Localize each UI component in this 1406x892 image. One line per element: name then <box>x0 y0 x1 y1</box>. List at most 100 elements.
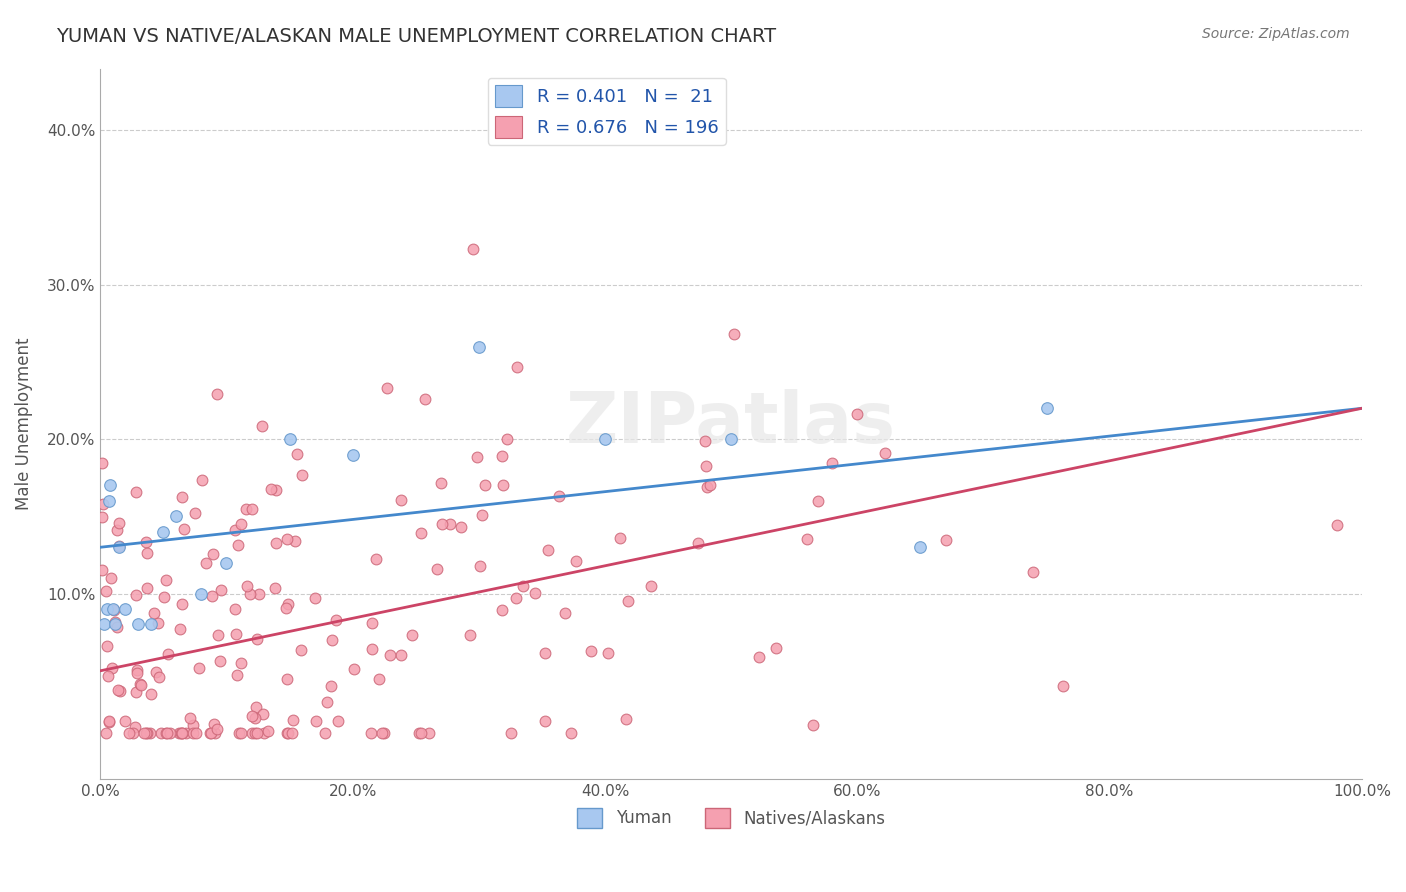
Point <box>215 556 238 570</box>
Point <box>471 508 494 522</box>
Point <box>253 725 276 739</box>
Point <box>389 648 412 662</box>
Point <box>360 725 382 739</box>
Point <box>97 714 120 729</box>
Point <box>305 714 328 728</box>
Point <box>226 538 249 552</box>
Point <box>201 589 224 603</box>
Point <box>501 725 523 739</box>
Point <box>560 725 582 739</box>
Point <box>108 541 131 555</box>
Point <box>1052 679 1074 693</box>
Point <box>125 685 148 699</box>
Point <box>191 473 214 487</box>
Point <box>104 617 127 632</box>
Point <box>93 617 115 632</box>
Point <box>224 523 246 537</box>
Point <box>491 603 513 617</box>
Point <box>468 339 491 353</box>
Point <box>228 725 250 739</box>
Point <box>378 648 401 662</box>
Point <box>167 725 190 739</box>
Point <box>200 725 222 739</box>
Point <box>259 482 281 496</box>
Point <box>1326 517 1348 532</box>
Point <box>430 516 453 531</box>
Point <box>245 725 267 739</box>
Point <box>96 639 118 653</box>
Point <box>127 617 149 632</box>
Point <box>276 673 298 687</box>
Point <box>136 581 159 595</box>
Point <box>1035 401 1057 416</box>
Point <box>458 628 481 642</box>
Point <box>98 714 121 728</box>
Point <box>565 554 588 568</box>
Point <box>342 448 364 462</box>
Point <box>291 468 314 483</box>
Point <box>533 714 555 728</box>
Point <box>107 683 129 698</box>
Point <box>278 432 301 446</box>
Point <box>284 534 307 549</box>
Point <box>205 723 228 737</box>
Point <box>139 725 162 739</box>
Point <box>121 725 143 739</box>
Point <box>195 556 218 570</box>
Point <box>172 725 194 739</box>
Point <box>101 660 124 674</box>
Point <box>617 594 640 608</box>
Point <box>146 615 169 630</box>
Point <box>247 587 270 601</box>
Point <box>418 725 440 739</box>
Point <box>696 480 718 494</box>
Point <box>96 725 118 739</box>
Point <box>343 662 366 676</box>
Point <box>127 663 149 677</box>
Point <box>186 725 208 739</box>
Point <box>935 533 957 547</box>
Point <box>409 526 432 541</box>
Point <box>173 522 195 536</box>
Point <box>470 558 492 573</box>
Point <box>240 725 263 739</box>
Point <box>686 536 709 550</box>
Point <box>314 725 336 739</box>
Point <box>368 672 391 686</box>
Point <box>505 591 527 606</box>
Point <box>491 449 513 463</box>
Point <box>135 546 157 560</box>
Point <box>100 571 122 585</box>
Point <box>204 725 226 739</box>
Point <box>170 725 193 739</box>
Point <box>426 562 449 576</box>
Point <box>1021 566 1043 580</box>
Point <box>366 552 388 566</box>
Point <box>910 541 932 555</box>
Point <box>152 524 174 539</box>
Point <box>198 725 221 739</box>
Point <box>169 622 191 636</box>
Point <box>135 535 157 549</box>
Point <box>90 563 112 577</box>
Point <box>105 620 128 634</box>
Point <box>242 502 264 516</box>
Point <box>125 588 148 602</box>
Point <box>534 646 557 660</box>
Y-axis label: Male Unemployment: Male Unemployment <box>15 337 32 510</box>
Point <box>202 717 225 731</box>
Point <box>96 602 118 616</box>
Point <box>807 493 830 508</box>
Point <box>413 392 436 407</box>
Point <box>98 494 121 508</box>
Point <box>360 615 382 630</box>
Text: ZIPatlas: ZIPatlas <box>567 389 896 458</box>
Point <box>325 613 347 627</box>
Point <box>209 582 232 597</box>
Point <box>207 628 229 642</box>
Point <box>229 657 252 671</box>
Point <box>165 509 187 524</box>
Point <box>252 706 274 721</box>
Point <box>118 725 141 739</box>
Point <box>389 493 412 508</box>
